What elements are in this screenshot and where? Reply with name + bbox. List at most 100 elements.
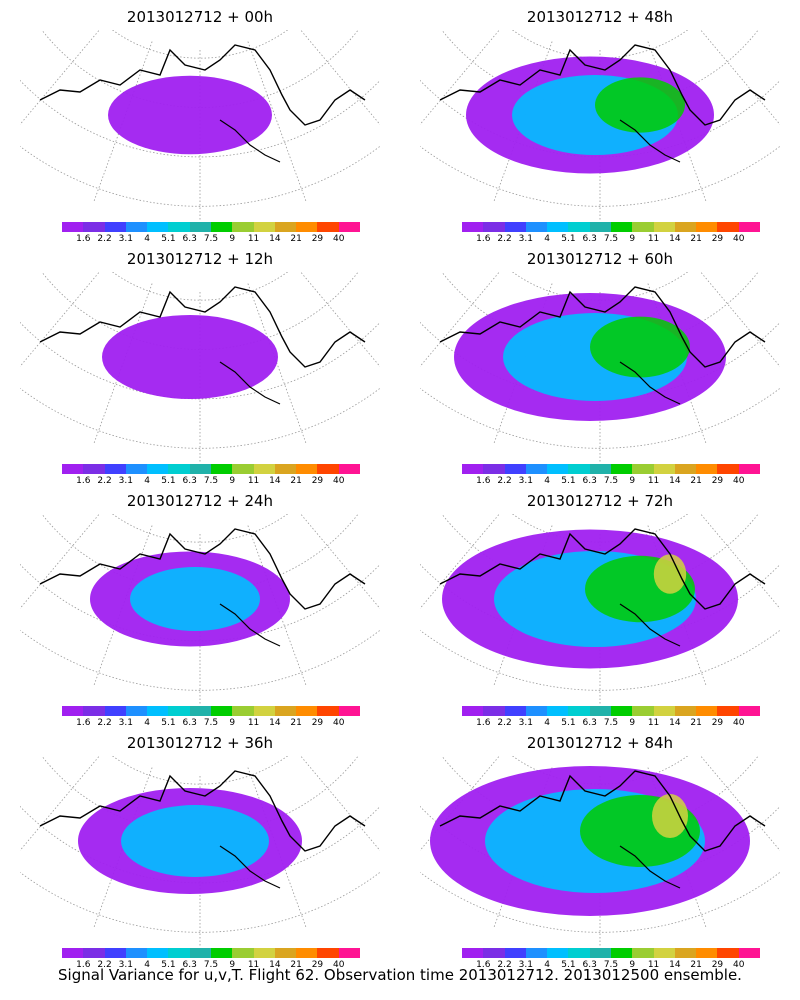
colorbar-swatch [274, 948, 297, 958]
colorbar-tick-label: 1.6 [476, 718, 491, 728]
colorbar-tick-label: 3.1 [118, 476, 134, 486]
map-panel: 2013012712 + 60h 1.6 2.2 3.1 4 5.1 6.3 7.5 9 11 14… [400, 242, 800, 487]
colorbar-swatch [253, 706, 275, 716]
colorbar-swatch [717, 464, 739, 474]
colorbar-tick-label: 40 [732, 476, 745, 486]
colorbar-tick-label: 9 [229, 718, 236, 728]
colorbar-ticks: 1.6 2.2 3.1 4 5.1 6.3 7.5 9 11 14 21 29 40 [450, 718, 780, 730]
colorbar-swatch [147, 706, 169, 716]
colorbar-tick-label: 1.6 [476, 234, 491, 244]
colorbar-swatch [168, 948, 190, 958]
panel-title: 2013012712 + 12h [126, 250, 274, 268]
meridian-line [321, 30, 380, 65]
map-panel: 2013012712 + 24h 1.6 2.2 3.1 4 5.1 6.3 7.5 9 11 14… [0, 484, 400, 729]
colorbar-swatch [589, 706, 611, 716]
colorbar-swatch [632, 464, 654, 474]
colorbar [462, 948, 760, 958]
colorbar-tick-label: 5.1 [561, 718, 576, 728]
polar-map [420, 272, 780, 462]
colorbar-tick-label: 21 [290, 960, 302, 970]
colorbar-swatch [696, 948, 718, 958]
colorbar-tick-label: 1.6 [476, 476, 491, 486]
colorbar-tick-label: 4 [144, 960, 151, 970]
colorbar-tick-label: 5.1 [161, 476, 176, 486]
colorbar-swatch [547, 948, 569, 958]
latitude-circle [420, 387, 780, 449]
map-panel: 2013012712 + 00h 1.6 2.2 3.1 4 5.1 6.3 7.5 9 11 14… [0, 0, 400, 245]
colorbar-tick-label: 7.5 [603, 234, 619, 244]
polar-map [420, 30, 780, 220]
map-panel: 2013012712 + 36h 1.6 2.2 3.1 4 5.1 6.3 7.5 9 11 14… [0, 726, 400, 971]
variance-field [442, 529, 738, 669]
colorbar-tick-label: 3.1 [118, 960, 134, 970]
colorbar-tick-label: 29 [311, 234, 324, 244]
colorbar-swatch [653, 464, 675, 474]
polar-map [20, 30, 380, 220]
colorbar-tick-label: 5.1 [561, 960, 576, 970]
colorbar-tick-label: 11 [647, 718, 660, 728]
colorbar-swatch [632, 706, 654, 716]
colorbar [62, 222, 360, 232]
colorbar-swatch [253, 948, 275, 958]
variance-field [78, 788, 302, 894]
colorbar-swatch [674, 706, 697, 716]
polar-map [20, 756, 380, 946]
colorbar-tick-label: 2.2 [97, 234, 112, 244]
colorbar-ticks: 1.6 2.2 3.1 4 5.1 6.3 7.5 9 11 14 21 29 40 [50, 960, 380, 972]
colorbar-tick-label: 40 [332, 718, 345, 728]
meridian-line [420, 514, 500, 610]
colorbar-swatch [62, 222, 84, 232]
colorbar-tick-label: 4 [544, 960, 551, 970]
colorbar-tick-label: 7.5 [203, 476, 219, 486]
colorbar-swatch [547, 222, 569, 232]
coastline [39, 44, 366, 126]
colorbar-swatch [717, 948, 739, 958]
colorbar-swatch [589, 948, 611, 958]
colorbar-swatch [62, 464, 84, 474]
colorbar-tick-label: 40 [732, 960, 745, 970]
variance-region [121, 805, 269, 877]
colorbar-swatch [296, 948, 318, 958]
colorbar [62, 706, 360, 716]
meridian-line [721, 514, 780, 549]
colorbar-tick-label: 6.3 [582, 476, 597, 486]
colorbar-tick-label: 40 [332, 960, 345, 970]
colorbar-swatch [462, 464, 484, 474]
colorbar-tick-label: 6.3 [582, 234, 597, 244]
colorbar-tick-label: 21 [690, 960, 702, 970]
colorbar-swatch [253, 464, 275, 474]
colorbar-swatch [674, 222, 697, 232]
colorbar-tick-label: 21 [690, 476, 702, 486]
colorbar-tick-label: 3.1 [518, 234, 534, 244]
colorbar-tick-label: 21 [690, 234, 702, 244]
colorbar [462, 706, 760, 716]
panel-title: 2013012712 + 60h [526, 250, 674, 268]
colorbar-swatch [168, 464, 190, 474]
colorbar-swatch [104, 464, 126, 474]
colorbar-tick-label: 29 [711, 476, 724, 486]
meridian-line [420, 30, 500, 126]
colorbar-swatch [547, 464, 569, 474]
colorbar-tick-label: 6.3 [582, 960, 597, 970]
colorbar-tick-label: 3.1 [518, 476, 534, 486]
colorbar-tick-label: 7.5 [603, 718, 619, 728]
colorbar-tick-label: 5.1 [161, 718, 176, 728]
colorbar-swatch [610, 222, 633, 232]
latitude-circle [420, 629, 780, 691]
colorbar-swatch [317, 464, 339, 474]
colorbar-tick-label: 7.5 [203, 960, 219, 970]
colorbar-swatch [62, 948, 84, 958]
variance-region [102, 315, 278, 399]
colorbar-tick-label: 9 [229, 960, 236, 970]
colorbar-tick-label: 21 [290, 476, 302, 486]
meridian-line [700, 756, 780, 852]
coastline [439, 44, 766, 126]
meridian-line [300, 756, 380, 852]
meridian-line [20, 30, 100, 126]
colorbar-swatch [147, 222, 169, 232]
colorbar-tick-label: 29 [311, 718, 324, 728]
meridian-line [300, 30, 380, 126]
colorbar-swatch [232, 222, 254, 232]
colorbar-tick-label: 14 [269, 476, 281, 486]
latitude-circle [20, 871, 380, 933]
